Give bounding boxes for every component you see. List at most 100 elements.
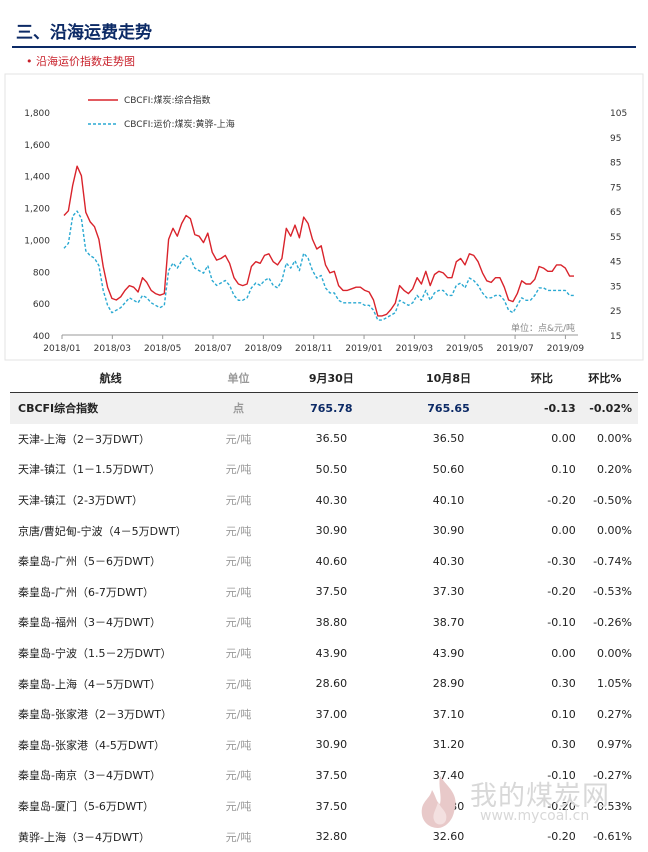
- y-right-tick-label: 35: [610, 282, 621, 292]
- y-right-tick-label: 55: [610, 233, 621, 243]
- table-cell: -0.50%: [593, 493, 632, 507]
- table-cell: 秦皇岛-上海（4－5万DWT）: [18, 677, 162, 691]
- y-left-tick-label: 1,800: [24, 109, 50, 119]
- table-cell: 元/吨: [225, 555, 252, 569]
- table-cell: 30.90: [432, 524, 465, 538]
- table-cell: 元/吨: [225, 738, 252, 752]
- legend-label: CBCFI:煤炭:综合指数: [124, 94, 210, 106]
- table-cell: 0.00: [551, 646, 576, 660]
- table-cell: 秦皇岛-广州（6-7万DWT）: [18, 585, 155, 599]
- table-cell: 0.00%: [597, 646, 632, 660]
- table-row: 秦皇岛-张家港（2－3万DWT） 元/吨 37.00 37.10 0.10 0.27%: [10, 699, 638, 730]
- table-cell: 37.30: [432, 585, 465, 599]
- legend-label: CBCFI:运价:煤炭:黄骅-上海: [124, 118, 235, 130]
- table-cell: -0.20: [547, 493, 576, 507]
- table-cell: 0.20%: [597, 462, 632, 476]
- x-tick-label: 2018/03: [94, 344, 131, 354]
- y-right-tick-label: 105: [610, 109, 627, 119]
- table-header-cell: 航线: [10, 364, 205, 393]
- title-underline: [12, 46, 636, 48]
- table-header-cell: 单位: [204, 364, 273, 393]
- table-cell: -0.10: [547, 768, 576, 782]
- y-right-tick-label: 45: [610, 258, 621, 268]
- table-body: CBCFI综合指数点 765.78 765.65 -0.13 -0.02% 天津-上海（2…: [10, 392, 638, 852]
- table-cell: -0.53%: [593, 799, 632, 813]
- table-cell: 京唐/曹妃甸-宁波（4－5万DWT）: [18, 524, 187, 538]
- x-tick-label: 2018/07: [194, 344, 231, 354]
- table-cell: 37.50: [315, 799, 348, 813]
- y-left-tick-label: 1,200: [24, 205, 50, 215]
- table-cell: 元/吨: [225, 647, 252, 661]
- y-left-tick-label: 800: [33, 268, 50, 278]
- table-header-cell: 环比%: [576, 364, 638, 393]
- table-header-row: 航线 单位 9月30日 10月8日 环比 环比%: [10, 364, 638, 393]
- table-cell: 43.90: [315, 646, 348, 660]
- table-header-cell: 环比: [507, 364, 577, 393]
- y-right-tick-label: 65: [610, 208, 621, 218]
- table-cell: 765.78: [272, 392, 390, 424]
- table-cell: 元/吨: [225, 677, 252, 691]
- watermark: 我的煤炭网 www.mycoal.cn: [410, 772, 640, 832]
- table-row: 秦皇岛-广州（5－6万DWT） 元/吨 40.60 40.30 -0.30 -0.74%: [10, 546, 638, 577]
- table-cell: 0.30: [551, 738, 576, 752]
- chart-title: • 沿海运价指数走势图: [26, 55, 135, 68]
- table-row: 天津-镇江（2-3万DWT） 元/吨 40.30 40.10 -0.20 -0.50%: [10, 485, 638, 516]
- y-right-tick-label: 15: [610, 332, 621, 342]
- table-cell: 秦皇岛-福州（3－4万DWT）: [18, 616, 162, 630]
- table-cell: 点: [204, 392, 273, 424]
- table-cell: -0.13: [507, 392, 577, 424]
- table-cell: 36.50: [432, 432, 465, 446]
- unit-note: 单位：点&元/吨: [511, 322, 575, 334]
- table-cell: 38.80: [315, 615, 348, 629]
- x-tick-label: 2019/05: [446, 344, 483, 354]
- watermark-url: www.mycoal.cn: [480, 808, 590, 824]
- table-cell: 元/吨: [225, 432, 252, 446]
- chart-frame: [4, 73, 644, 361]
- section-title: 三、沿海运费走势: [16, 23, 152, 43]
- table-cell: 元/吨: [225, 463, 252, 477]
- table-header-cell: 9月30日: [272, 364, 390, 393]
- table-cell: 元/吨: [225, 800, 252, 814]
- x-tick-label: 2019/07: [496, 344, 533, 354]
- series-line-composite-index: [63, 165, 574, 317]
- x-tick-label: 2019/03: [396, 344, 433, 354]
- table-row: 秦皇岛-宁波（1.5－2万DWT） 元/吨 43.90 43.90 0.00 0.00%: [10, 638, 638, 669]
- table-cell: 秦皇岛-张家港（4-5万DWT）: [18, 738, 166, 752]
- table-cell: 元/吨: [225, 616, 252, 630]
- table-cell: 28.90: [432, 677, 465, 691]
- y-left-tick-label: 1,600: [24, 141, 50, 151]
- table-cell: 37.50: [315, 768, 348, 782]
- table-row: 秦皇岛-张家港（4-5万DWT） 元/吨 30.90 31.20 0.30 0.97%: [10, 730, 638, 761]
- table-cell: 秦皇岛-厦门（5-6万DWT）: [18, 800, 155, 814]
- table-cell: 43.90: [432, 646, 465, 660]
- table-cell: 32.80: [315, 830, 348, 844]
- table-cell: 0.27%: [597, 707, 632, 721]
- table-cell: 0.00: [551, 524, 576, 538]
- table-row: 天津-镇江（1－1.5万DWT） 元/吨 50.50 50.60 0.10 0.20%: [10, 454, 638, 485]
- table-cell: 元/吨: [225, 830, 252, 844]
- table-cell: -0.20: [547, 585, 576, 599]
- table-cell: -0.74%: [593, 554, 632, 568]
- y-left-tick-label: 1,400: [24, 173, 50, 183]
- table-cell: 765.65: [389, 392, 508, 424]
- table-row: 京唐/曹妃甸-宁波（4－5万DWT） 元/吨 30.90 30.90 0.00 0.00%: [10, 515, 638, 546]
- y-left-tick-label: 1,000: [24, 236, 50, 246]
- table-row: 秦皇岛-广州（6-7万DWT） 元/吨 37.50 37.30 -0.20 -0.53%: [10, 577, 638, 608]
- table-header-cell: 10月8日: [389, 364, 508, 393]
- table-cell: 36.50: [315, 432, 348, 446]
- table-cell: 37.50: [315, 585, 348, 599]
- table-cell: -0.53%: [593, 585, 632, 599]
- table-cell: 40.60: [315, 554, 348, 568]
- y-right-tick-label: 85: [610, 159, 621, 169]
- table-row: 天津-上海（2－3万DWT） 元/吨 36.50 36.50 0.00 0.00%: [10, 424, 638, 455]
- table-cell: CBCFI综合指数: [10, 392, 205, 424]
- table-cell: -0.10: [547, 615, 576, 629]
- table-cell: 元/吨: [225, 708, 252, 722]
- table-cell: 50.60: [432, 462, 465, 476]
- table-cell: 0.00: [551, 432, 576, 446]
- table-cell: 0.00%: [597, 524, 632, 538]
- table-cell: -0.26%: [593, 615, 632, 629]
- table-cell: 50.50: [315, 462, 348, 476]
- table-cell: -0.30: [547, 554, 576, 568]
- x-tick-label: 2018/01: [43, 344, 80, 354]
